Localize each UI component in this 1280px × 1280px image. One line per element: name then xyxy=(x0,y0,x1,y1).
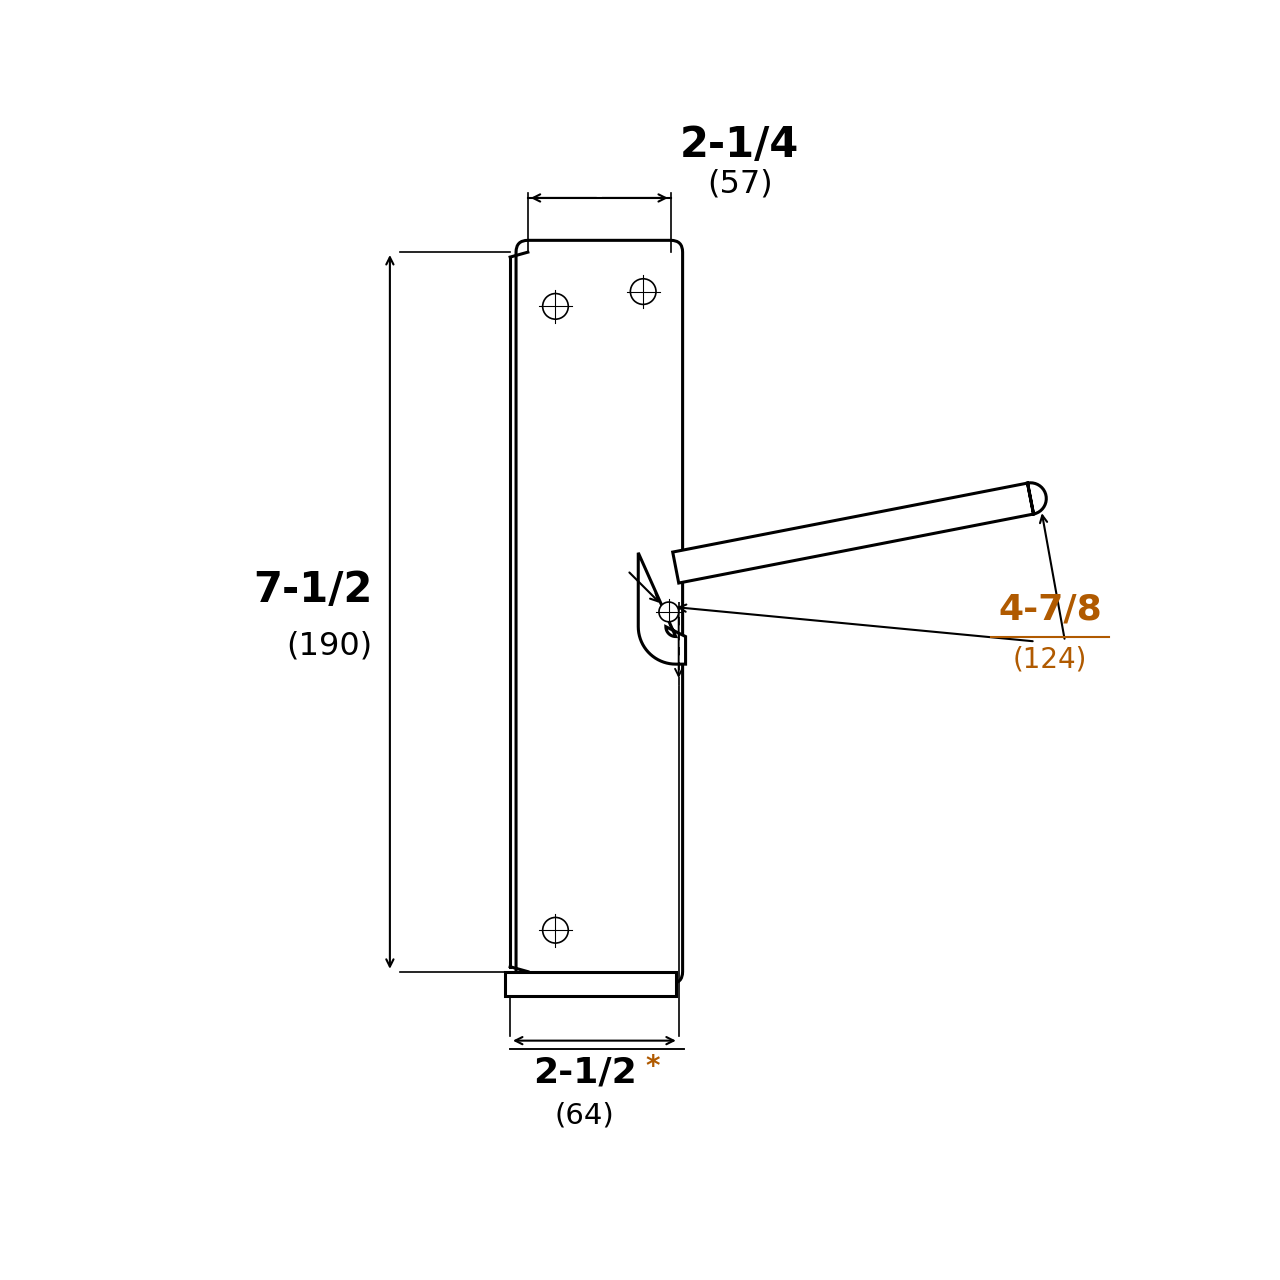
Text: 7-1/2: 7-1/2 xyxy=(252,570,372,612)
Circle shape xyxy=(543,293,568,319)
Circle shape xyxy=(543,918,568,943)
Text: (64): (64) xyxy=(554,1102,614,1130)
Polygon shape xyxy=(506,972,676,996)
Text: (124): (124) xyxy=(1012,645,1088,673)
Circle shape xyxy=(630,279,657,305)
Circle shape xyxy=(659,602,678,622)
Text: 2-1/2: 2-1/2 xyxy=(532,1056,636,1089)
Text: *: * xyxy=(645,1053,660,1082)
Polygon shape xyxy=(673,483,1046,582)
Text: (57): (57) xyxy=(707,169,773,200)
FancyBboxPatch shape xyxy=(516,241,682,983)
Text: (190): (190) xyxy=(285,631,372,662)
Polygon shape xyxy=(639,553,686,664)
Text: 2-1/4: 2-1/4 xyxy=(680,124,800,166)
Text: 4-7/8: 4-7/8 xyxy=(998,593,1102,627)
